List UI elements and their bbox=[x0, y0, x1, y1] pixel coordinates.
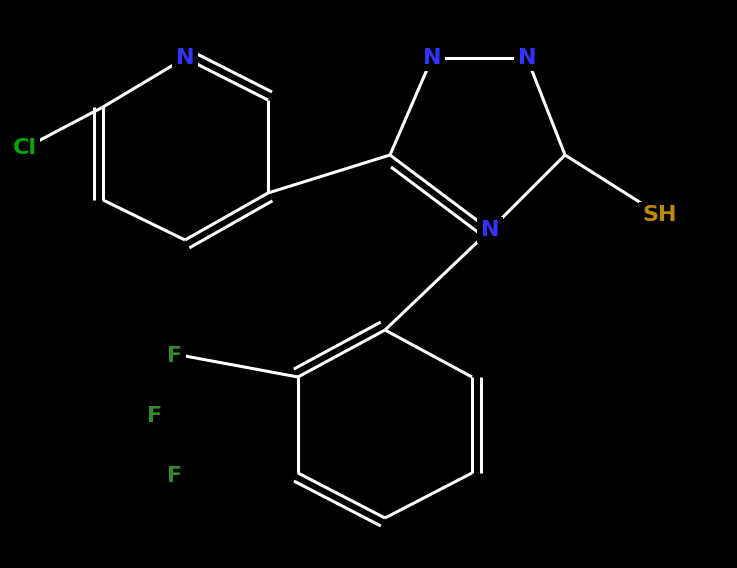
Text: N: N bbox=[423, 48, 441, 68]
Text: F: F bbox=[167, 346, 183, 366]
Text: Cl: Cl bbox=[13, 138, 37, 158]
Text: SH: SH bbox=[643, 205, 677, 225]
Text: F: F bbox=[147, 406, 163, 426]
Text: N: N bbox=[481, 220, 499, 240]
Text: N: N bbox=[518, 48, 537, 68]
Text: N: N bbox=[175, 48, 195, 68]
Text: F: F bbox=[167, 466, 183, 486]
